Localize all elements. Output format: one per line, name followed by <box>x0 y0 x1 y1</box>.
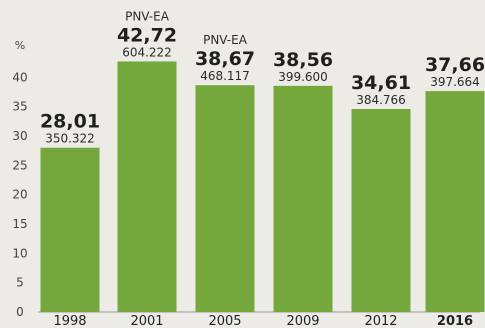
percent-label: 37,66 <box>425 54 485 76</box>
x-tick-label: 2009 <box>286 314 319 328</box>
y-axis-unit-label: % <box>15 39 25 52</box>
percent-label: 34,61 <box>351 72 411 94</box>
bar-2016 <box>425 91 485 312</box>
y-tick-label: 0 <box>16 305 24 319</box>
x-tick-label: 2001 <box>130 314 163 328</box>
bar-2005 <box>195 85 255 313</box>
x-tick-label: 2012 <box>364 314 397 328</box>
y-tick-label: 20 <box>12 188 27 202</box>
bar-1998 <box>40 147 100 312</box>
y-tick-label: 35 <box>12 100 27 114</box>
party-label: PNV-EA <box>203 33 248 47</box>
y-tick-label: 30 <box>12 129 27 143</box>
votes-label: 468.117 <box>200 69 250 83</box>
votes-label: 399.600 <box>278 70 328 84</box>
x-axis: 1998 2001 2005 2009 2012 2016 <box>53 314 473 328</box>
y-tick-label: 40 <box>12 70 27 84</box>
party-label: PNV-EA <box>125 9 170 23</box>
x-tick-label: 1998 <box>53 314 86 328</box>
y-tick-label: 10 <box>12 246 27 260</box>
percent-label: 42,72 <box>117 24 177 46</box>
percent-label: 38,67 <box>195 48 255 70</box>
percent-label: 38,56 <box>273 49 333 71</box>
bar-2001 <box>117 61 177 312</box>
percent-label: 28,01 <box>40 111 100 133</box>
votes-label: 604.222 <box>122 45 172 59</box>
votes-label: 384.766 <box>356 93 406 107</box>
y-tick-label: 15 <box>12 217 27 231</box>
bar-2009 <box>273 85 333 312</box>
bars <box>40 61 485 313</box>
y-tick-label: 5 <box>16 276 24 290</box>
bar-2012 <box>351 109 411 312</box>
x-tick-label: 2016 <box>437 314 473 328</box>
x-tick-label: 2005 <box>208 314 241 328</box>
votes-label: 350.322 <box>45 132 95 146</box>
data-labels: 350.32228,01604.22242,72PNV-EA468.11738,… <box>40 9 485 145</box>
votes-label: 397.664 <box>430 75 480 89</box>
y-tick-label: 25 <box>12 158 27 172</box>
